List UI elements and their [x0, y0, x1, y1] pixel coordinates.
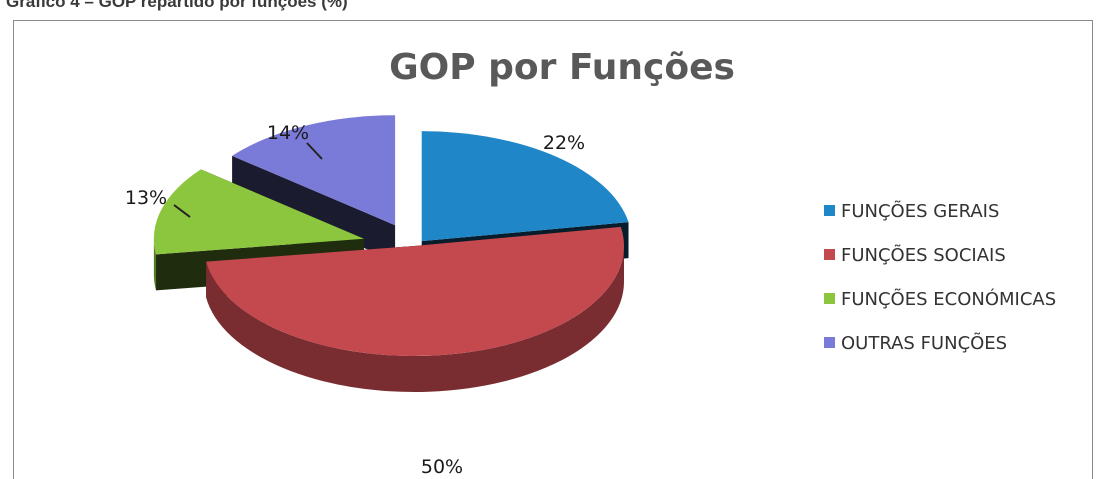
legend-label-1: FUNÇÕES SOCIAIS [841, 244, 1006, 266]
chart-title: GOP por Funções [389, 47, 735, 88]
leader-line-3 [306, 142, 323, 160]
data-label-1: 50% [421, 456, 463, 477]
legend-label-2: FUNÇÕES ECONÓMICAS [841, 288, 1056, 310]
data-labels: 22% 50% 13% 14% [125, 122, 585, 477]
legend: FUNÇÕES GERAIS FUNÇÕES SOCIAIS FUNÇÕES ECO… [824, 200, 1056, 354]
data-label-2: 13% [125, 187, 167, 209]
legend-label-0: FUNÇÕES GERAIS [841, 200, 999, 222]
legend-swatch-0 [824, 205, 835, 216]
pie-chart: GOP por Funções 22% 50% 13% 14% FUNÇÕES GER… [125, 47, 1056, 477]
figure-caption: Gráfico 4 – GOP repartido por funções (%… [6, 0, 348, 11]
legend-swatch-2 [824, 293, 835, 304]
legend-label-3: OUTRAS FUNÇÕES [841, 332, 1007, 354]
pie-layer [153, 115, 629, 393]
pie-slice-1 [206, 226, 624, 393]
legend-swatch-3 [824, 337, 835, 348]
chart-frame: GOP por Funções 22% 50% 13% 14% FUNÇÕES GER… [13, 20, 1093, 479]
data-label-3: 14% [267, 122, 309, 144]
legend-swatch-1 [824, 249, 835, 260]
data-label-0: 22% [543, 132, 585, 154]
leader-line-2 [173, 204, 191, 218]
